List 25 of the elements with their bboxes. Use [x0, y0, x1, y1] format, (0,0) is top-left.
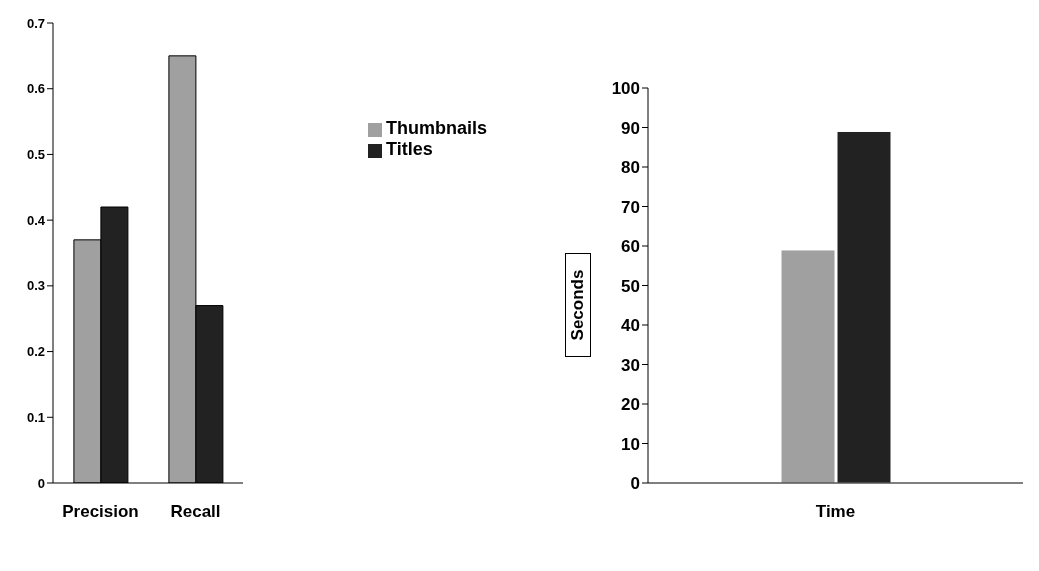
- y-tick-label: 30: [621, 355, 640, 375]
- y-tick-label: 70: [621, 197, 640, 217]
- x-tick-label: Time: [815, 502, 856, 522]
- x-tick-label: Precision: [62, 502, 139, 522]
- y-tick-label: 10: [621, 434, 640, 454]
- y-tick-label: 0.2: [26, 344, 45, 360]
- y-tick-label: 0.3: [26, 278, 45, 294]
- y-tick-label: 0.6: [26, 81, 45, 97]
- y-tick-label: 0.1: [26, 409, 45, 425]
- y-tick-label: 90: [621, 118, 640, 138]
- y-tick-label: 0: [630, 474, 640, 494]
- y-tick-label: 0.4: [26, 212, 46, 228]
- y-tick-label: 40: [621, 316, 640, 336]
- legend-label: Thumbnails: [386, 118, 488, 138]
- y-axis-title: Seconds: [568, 269, 588, 341]
- x-tick-label: Recall: [170, 502, 221, 522]
- y-tick-label: 0.5: [26, 147, 45, 163]
- y-tick-label: 50: [621, 276, 640, 296]
- y-tick-label: 100: [611, 79, 640, 99]
- y-tick-label: 80: [621, 158, 640, 178]
- y-tick-label: 0.7: [26, 15, 45, 31]
- y-tick-label: 0: [37, 475, 45, 491]
- y-tick-label: 20: [621, 395, 640, 415]
- legend-label: Titles: [386, 139, 433, 159]
- y-tick-label: 60: [621, 237, 640, 257]
